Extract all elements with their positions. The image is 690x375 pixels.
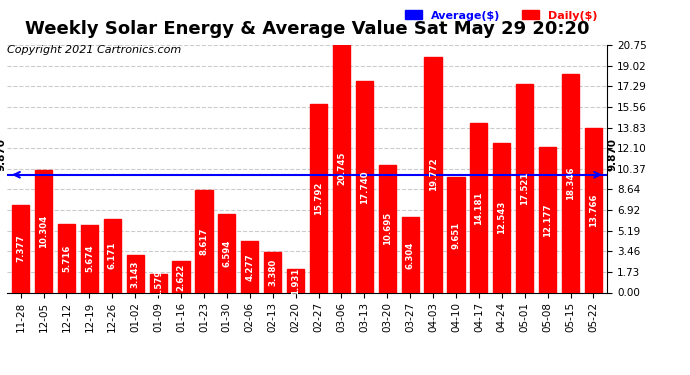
Bar: [333, 45, 350, 292]
Title: Weekly Solar Energy & Average Value Sat May 29 20:20: Weekly Solar Energy & Average Value Sat …: [25, 20, 589, 38]
Text: 9.870: 9.870: [0, 138, 7, 171]
Bar: [287, 270, 304, 292]
Text: 1.931: 1.931: [291, 267, 300, 295]
Bar: [218, 214, 235, 292]
Bar: [539, 147, 556, 292]
Text: 5.716: 5.716: [62, 245, 71, 272]
Text: 10.304: 10.304: [39, 214, 48, 248]
Text: 4.277: 4.277: [245, 253, 255, 281]
Text: 1.579: 1.579: [154, 269, 163, 297]
Text: 20.745: 20.745: [337, 152, 346, 186]
Text: 6.594: 6.594: [222, 240, 231, 267]
Bar: [471, 123, 487, 292]
Text: 14.181: 14.181: [475, 191, 484, 225]
Bar: [516, 84, 533, 292]
Bar: [356, 81, 373, 292]
Text: 12.543: 12.543: [497, 201, 506, 234]
Bar: [264, 252, 282, 292]
Text: 2.622: 2.622: [177, 263, 186, 291]
Bar: [172, 261, 190, 292]
Bar: [447, 177, 464, 292]
Bar: [58, 224, 75, 292]
Bar: [241, 242, 258, 292]
Text: 6.171: 6.171: [108, 242, 117, 270]
Bar: [150, 274, 167, 292]
Legend: Average($), Daily($): Average($), Daily($): [401, 6, 602, 25]
Text: 10.695: 10.695: [383, 212, 392, 245]
Text: 7.377: 7.377: [16, 235, 25, 262]
Text: 9.870: 9.870: [607, 138, 617, 171]
Bar: [35, 170, 52, 292]
Text: 6.304: 6.304: [406, 241, 415, 268]
Text: 19.772: 19.772: [428, 158, 437, 191]
Text: 17.740: 17.740: [359, 170, 369, 204]
Bar: [562, 74, 579, 292]
Text: 8.617: 8.617: [199, 227, 208, 255]
Text: 17.521: 17.521: [520, 171, 529, 205]
Bar: [195, 190, 213, 292]
Text: 18.346: 18.346: [566, 166, 575, 200]
Text: 3.143: 3.143: [130, 260, 139, 288]
Text: 15.792: 15.792: [314, 182, 323, 215]
Text: 3.380: 3.380: [268, 259, 277, 286]
Text: Copyright 2021 Cartronics.com: Copyright 2021 Cartronics.com: [7, 45, 181, 55]
Bar: [104, 219, 121, 292]
Bar: [310, 104, 327, 292]
Bar: [127, 255, 144, 292]
Bar: [402, 217, 419, 292]
Text: 13.766: 13.766: [589, 194, 598, 227]
Text: 12.177: 12.177: [543, 203, 552, 237]
Bar: [81, 225, 98, 292]
Bar: [585, 128, 602, 292]
Text: 9.651: 9.651: [451, 221, 460, 249]
Bar: [12, 204, 29, 292]
Bar: [379, 165, 396, 292]
Bar: [424, 57, 442, 292]
Bar: [493, 143, 511, 292]
Text: 5.674: 5.674: [85, 245, 94, 272]
